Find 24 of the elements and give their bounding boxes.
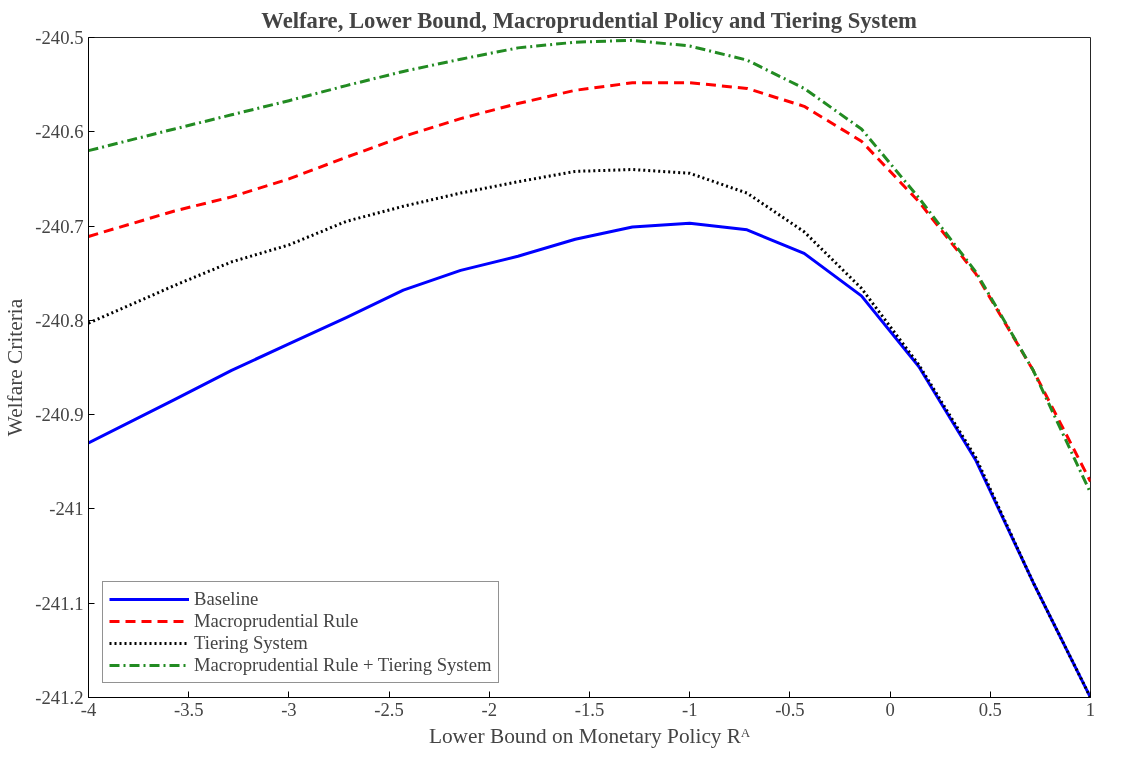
y-tick-label: -240.7	[35, 215, 84, 237]
x-tick-label: -1	[681, 698, 698, 720]
x-tick-label: -3	[281, 698, 297, 720]
x-tick-label: 1	[1085, 698, 1096, 720]
x-tick-label: -3.5	[173, 698, 204, 720]
y-tick-label: -241.1	[35, 592, 84, 614]
x-tick-label: -2.5	[374, 698, 404, 720]
y-tick-label: -240.6	[35, 121, 84, 143]
legend-label: Macroprudential Rule + Tiering System	[194, 654, 492, 676]
x-tick-label: 0.5	[978, 698, 1002, 720]
y-tick-label: -240.9	[35, 404, 84, 426]
x-tick-label: -2	[481, 698, 498, 720]
legend-label: Tiering System	[194, 632, 308, 654]
x-tick-label: -0.5	[775, 698, 805, 720]
x-tick-label: 0	[885, 698, 895, 720]
x-tick-label: -1.5	[574, 698, 605, 720]
y-tick-label: -240.5	[35, 27, 84, 48]
y-tick-label: -240.8	[35, 309, 84, 331]
legend-label: Baseline	[194, 588, 259, 610]
y-axis-title: Welfare Criteria	[3, 298, 28, 437]
x-axis-title: Lower Bound on Monetary Policy Rᴬ	[428, 723, 752, 748]
y-tick-label: -241	[49, 498, 84, 520]
chart-title: Welfare, Lower Bound, Macroprudential Policy and Tiering System	[261, 7, 918, 33]
legend-label: Macroprudential Rule	[194, 610, 359, 632]
